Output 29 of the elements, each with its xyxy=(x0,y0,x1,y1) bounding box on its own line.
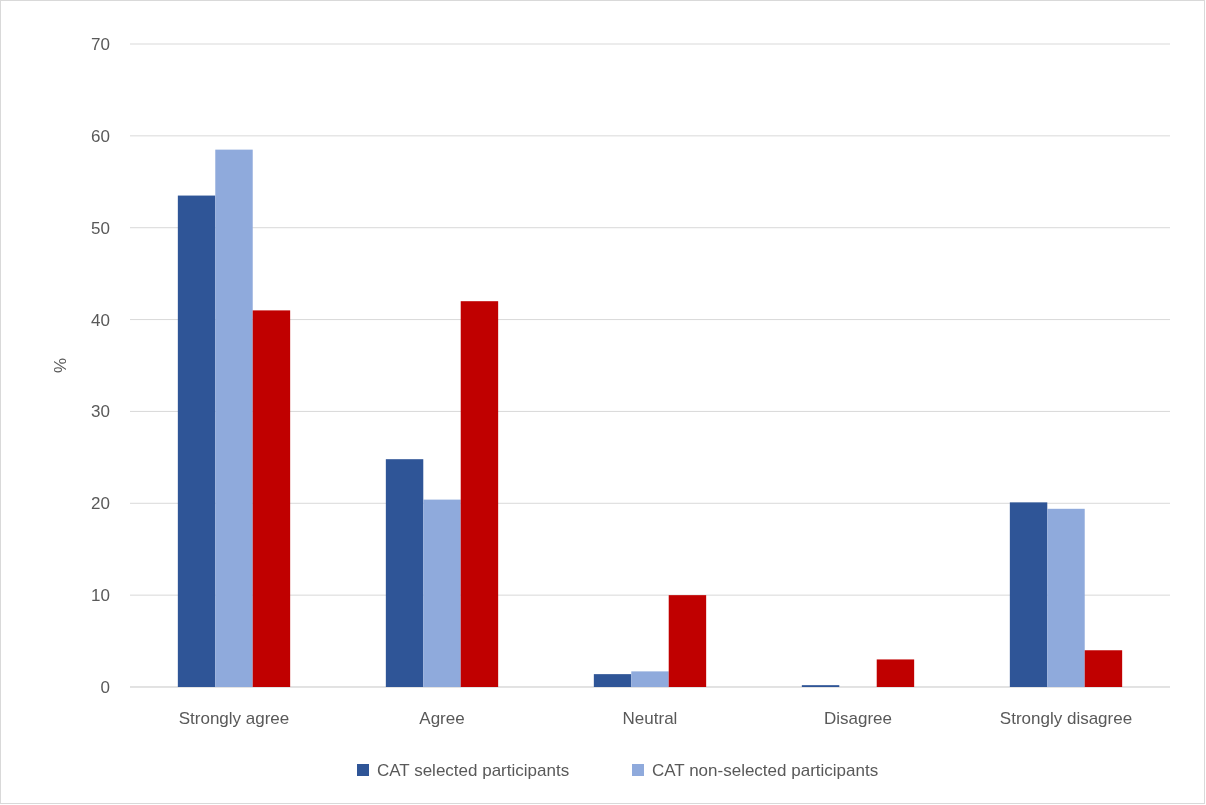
bar xyxy=(252,310,291,687)
bar xyxy=(460,301,499,687)
bar xyxy=(1084,650,1123,687)
x-tick-label: Agree xyxy=(419,709,465,728)
bar xyxy=(423,499,461,687)
y-tick-label: 0 xyxy=(100,677,110,697)
y-tick-label: 20 xyxy=(91,494,110,514)
legend-label: CAT non-selected participants xyxy=(652,760,879,780)
y-tick-label: 40 xyxy=(91,310,110,330)
bar xyxy=(668,595,707,687)
bar xyxy=(593,674,632,687)
x-tick-label: Disagree xyxy=(823,709,893,728)
y-tick-label: 10 xyxy=(91,586,110,606)
bar xyxy=(631,671,669,687)
bar xyxy=(876,659,915,687)
bar xyxy=(215,149,253,687)
bar xyxy=(1047,508,1085,687)
bar xyxy=(177,195,216,687)
bar xyxy=(385,459,424,687)
bar xyxy=(1009,502,1048,687)
y-tick-label: 50 xyxy=(91,218,110,238)
x-tick-label: Strongly disagree xyxy=(999,709,1133,728)
y-tick-label: 60 xyxy=(91,126,110,146)
y-tick-label: 70 xyxy=(91,34,110,54)
y-axis-title: % xyxy=(51,357,70,374)
legend-label: CAT selected participants xyxy=(377,760,570,780)
y-tick-label: 30 xyxy=(91,402,110,422)
x-tick-label: Strongly agree xyxy=(178,709,290,728)
x-tick-label: Neutral xyxy=(622,709,678,728)
